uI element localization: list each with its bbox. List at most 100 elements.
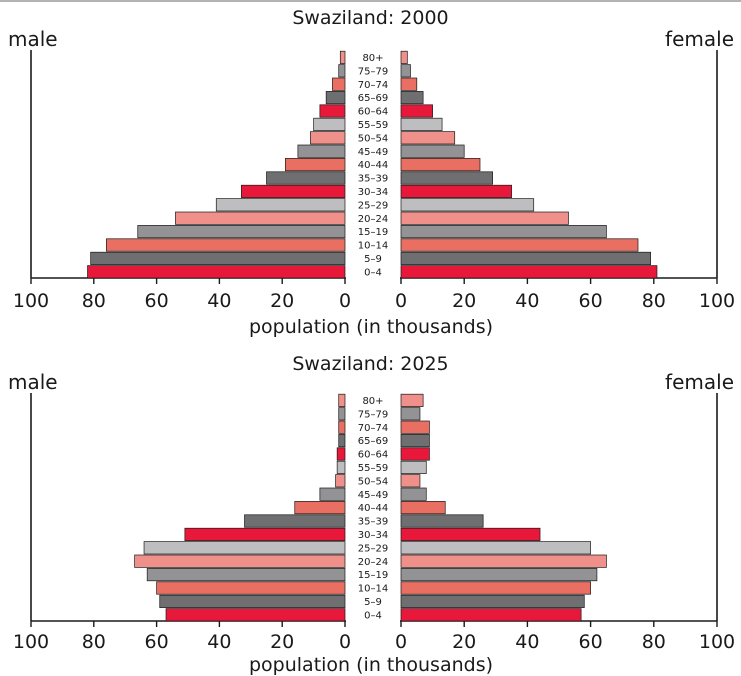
male-bar [146, 568, 346, 582]
female-side-label: female [665, 27, 734, 51]
male-bar [284, 158, 346, 172]
female-bar [400, 594, 585, 608]
female-bar [400, 420, 430, 434]
age-group-label: 20–24 [358, 214, 388, 225]
female-tick-label: 80 [642, 290, 666, 312]
female-tick-label: 40 [515, 631, 539, 653]
female-tick-label: 0 [395, 290, 407, 312]
age-group-label: 45–49 [358, 490, 388, 501]
female-bar [400, 487, 427, 501]
female-bar [400, 77, 418, 91]
age-group-label: 50–54 [358, 476, 388, 487]
female-bar [400, 554, 607, 568]
female-tick-label: 60 [579, 631, 603, 653]
age-group-label: 10–14 [358, 241, 388, 252]
male-bar [87, 265, 346, 279]
male-tick-label: 80 [82, 290, 106, 312]
female-tick-label: 100 [699, 290, 735, 312]
female-tick-label: 20 [452, 290, 476, 312]
female-bar [400, 568, 598, 582]
male-bar [332, 77, 346, 91]
female-bar [400, 434, 430, 448]
age-group-label: 50–54 [358, 133, 388, 144]
male-bar [159, 594, 346, 608]
female-bar [400, 184, 512, 198]
male-bar [319, 104, 346, 118]
female-bar [400, 104, 433, 118]
age-group-label: 20–24 [358, 557, 388, 568]
female-bar [400, 407, 421, 421]
female-bar [400, 393, 424, 407]
age-group-label: 75–79 [358, 66, 388, 77]
female-bar [400, 225, 607, 239]
age-group-label: 0–4 [364, 267, 382, 278]
age-group-label: 5–9 [364, 254, 382, 265]
age-group-label: 70–74 [358, 80, 388, 91]
female-bar [400, 527, 541, 541]
female-tick-label: 60 [579, 290, 603, 312]
female-bar [400, 581, 591, 595]
female-bar [400, 117, 443, 131]
female-bar [400, 198, 535, 212]
female-bar [400, 144, 465, 158]
female-tick-label: 20 [452, 631, 476, 653]
male-bar [310, 131, 346, 145]
x-axis-label: population (in thousands) [249, 316, 493, 338]
male-bar [338, 434, 346, 448]
male-side-label: male [8, 370, 58, 394]
male-bar [338, 407, 346, 421]
female-bar [400, 211, 569, 225]
pyramid-panel-2: Swaziland: 2025 male female 0–4 5–9 10–14 15–1… [8, 353, 735, 676]
age-group-label: 35–39 [358, 174, 388, 185]
age-group-label: 80+ [362, 53, 383, 64]
female-bar [400, 171, 493, 185]
male-bar [165, 608, 346, 622]
female-tick-label: 100 [699, 631, 735, 653]
male-tick-label: 100 [13, 290, 49, 312]
male-tick-label: 20 [270, 631, 294, 653]
age-group-label: 10–14 [358, 584, 388, 595]
female-tick-label: 80 [642, 631, 666, 653]
age-group-label: 60–64 [358, 450, 388, 461]
female-bar [400, 608, 582, 622]
male-bar [338, 420, 346, 434]
chart-title: Swaziland: 2000 [292, 7, 448, 29]
x-axis-label: population (in thousands) [249, 654, 493, 676]
male-bar [184, 527, 346, 541]
male-bar [175, 211, 346, 225]
male-tick-label: 60 [145, 631, 169, 653]
male-bar [336, 460, 346, 474]
male-bar [335, 474, 346, 488]
male-bar [215, 198, 346, 212]
male-bar [90, 251, 346, 265]
female-bar [400, 447, 430, 461]
age-group-label: 25–29 [358, 543, 388, 554]
age-group-label: 15–19 [358, 570, 388, 581]
female-tick-label: 0 [395, 631, 407, 653]
age-group-label: 65–69 [358, 93, 388, 104]
female-bar [400, 474, 421, 488]
male-bar [339, 50, 346, 64]
male-tick-label: 40 [207, 631, 231, 653]
male-bar [325, 91, 346, 105]
male-bar [338, 393, 346, 407]
male-bar [294, 501, 346, 515]
male-bar [313, 117, 346, 131]
age-group-label: 70–74 [358, 423, 388, 434]
female-bar [400, 501, 446, 515]
male-tick-label: 0 [339, 290, 351, 312]
age-group-label: 5–9 [364, 597, 382, 608]
age-group-label: 35–39 [358, 517, 388, 528]
age-group-label: 40–44 [358, 160, 388, 171]
age-group-label: 80+ [362, 396, 383, 407]
female-side-label: female [665, 370, 734, 394]
male-bar [266, 171, 346, 185]
male-bar [143, 541, 346, 555]
female-bar [400, 541, 591, 555]
male-tick-label: 40 [207, 290, 231, 312]
age-group-label: 40–44 [358, 503, 388, 514]
male-tick-label: 100 [13, 631, 49, 653]
age-group-label: 55–59 [358, 463, 388, 474]
age-group-label: 55–59 [358, 120, 388, 131]
